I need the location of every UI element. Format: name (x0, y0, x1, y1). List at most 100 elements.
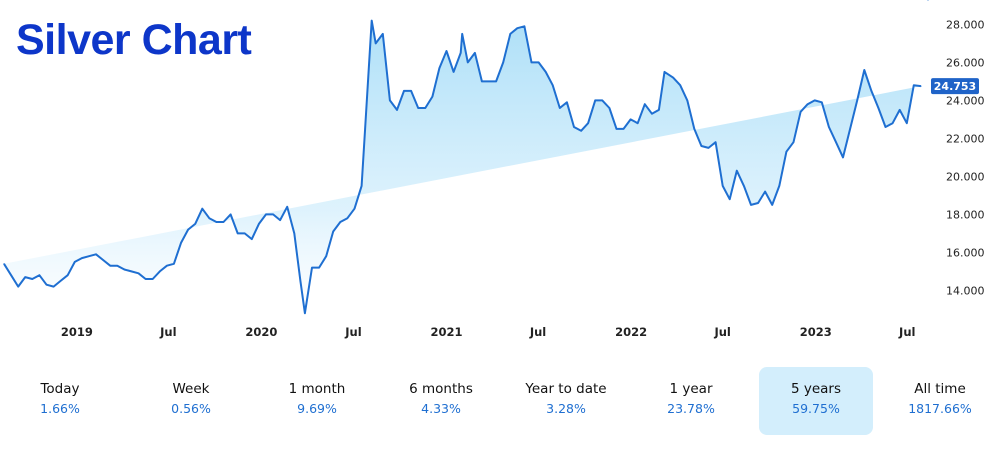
data-point (467, 61, 469, 64)
data-point (159, 270, 161, 272)
data-point (229, 213, 232, 215)
data-point (877, 107, 880, 109)
plot-area (3, 0, 929, 315)
data-point (651, 113, 653, 115)
data-point (396, 109, 398, 111)
data-point (552, 84, 554, 86)
data-point (431, 96, 433, 98)
x-tick-label: Jul (529, 325, 546, 339)
data-point (208, 217, 210, 219)
data-point (258, 223, 260, 225)
data-point (375, 42, 377, 45)
data-point (145, 278, 147, 280)
data-point (201, 208, 203, 210)
data-point (417, 107, 419, 109)
data-point (109, 265, 111, 267)
period-label: All time (914, 381, 966, 397)
current-price-marker (931, 78, 979, 95)
data-point (389, 99, 391, 101)
data-point (764, 191, 766, 193)
data-point (771, 204, 773, 206)
data-point (95, 253, 97, 255)
data-point (523, 25, 526, 27)
data-point (580, 130, 582, 132)
data-point (102, 259, 104, 261)
data-point (460, 52, 462, 54)
data-point (828, 126, 830, 128)
period-change: 23.78% (667, 401, 715, 416)
data-point (615, 128, 618, 130)
y-tick-label: 14.000 (946, 284, 985, 297)
data-point (608, 107, 610, 109)
x-tick-label: Jul (713, 325, 730, 339)
data-point (899, 109, 901, 111)
data-point (920, 85, 922, 87)
data-point (778, 185, 780, 187)
data-point (736, 170, 738, 172)
period-label: Year to date (525, 381, 607, 397)
data-point (906, 122, 908, 124)
data-point (123, 268, 125, 271)
period-change: 0.56% (171, 401, 211, 416)
period-label: 6 months (409, 381, 473, 397)
period-6-months[interactable]: 6 months 4.33% (384, 367, 498, 435)
period-change: 1.66% (40, 401, 80, 416)
data-point (750, 204, 752, 206)
data-point (516, 27, 518, 29)
y-tick-label: 24.000 (946, 94, 985, 107)
data-point (693, 128, 695, 130)
period-1-month[interactable]: 1 month 9.69% (260, 367, 374, 435)
x-tick-label: Jul (898, 325, 915, 339)
data-point (884, 126, 887, 128)
data-point (318, 267, 320, 269)
data-point (17, 286, 19, 288)
data-point (849, 128, 851, 130)
data-point (346, 217, 349, 219)
x-tick-label: Jul (344, 325, 361, 339)
data-point (403, 90, 405, 92)
data-point (707, 147, 710, 149)
period-label: Today (40, 381, 80, 397)
data-point (637, 122, 639, 124)
data-point (279, 219, 281, 221)
data-point (24, 276, 26, 278)
x-tick-label: 2023 (800, 325, 832, 339)
data-point (835, 141, 837, 143)
period-week[interactable]: Week 0.56% (134, 367, 248, 435)
y-tick-label: 16.000 (946, 246, 985, 259)
data-point (488, 80, 490, 82)
x-tick-label: 2022 (615, 325, 647, 339)
y-tick-label: 26.000 (946, 56, 985, 69)
data-point (52, 286, 55, 288)
data-point (757, 202, 759, 204)
data-point (187, 229, 189, 231)
x-tick-label: 2019 (61, 325, 93, 339)
period-label: Week (172, 381, 210, 397)
data-point (424, 107, 426, 109)
period-label: 1 year (669, 381, 713, 397)
silver-price-chart: 14.000 16.000 18.000 20.000 22.000 24.000 26.0… (3, 0, 985, 339)
data-point (644, 103, 646, 105)
data-point (743, 185, 745, 187)
data-point (537, 61, 540, 64)
data-point (438, 67, 441, 69)
y-axis: 14.000 16.000 18.000 20.000 22.000 24.000 26.0… (931, 18, 985, 297)
period-1-year[interactable]: 1 year 23.78% (634, 367, 748, 435)
period-5-years[interactable]: 5 years 59.75% (759, 367, 873, 435)
x-tick-label: 2021 (431, 325, 463, 339)
period-label: 1 month (288, 381, 346, 397)
period-year-to-date[interactable]: Year to date 3.28% (509, 367, 623, 435)
data-point (587, 122, 589, 124)
period-all-time[interactable]: All time 1817.66% (883, 367, 997, 435)
data-point (700, 145, 703, 147)
data-point (60, 280, 62, 282)
data-point (360, 185, 363, 187)
data-point (481, 80, 483, 82)
period-today[interactable]: Today 1.66% (3, 367, 117, 435)
data-point (679, 84, 681, 86)
x-axis: 2019 Jul 2020 Jul 2021 Jul 2022 Jul 2023 Jul (61, 325, 916, 339)
data-point (663, 71, 666, 73)
data-point (67, 274, 69, 276)
period-change: 4.33% (421, 401, 461, 416)
data-point (286, 206, 288, 208)
